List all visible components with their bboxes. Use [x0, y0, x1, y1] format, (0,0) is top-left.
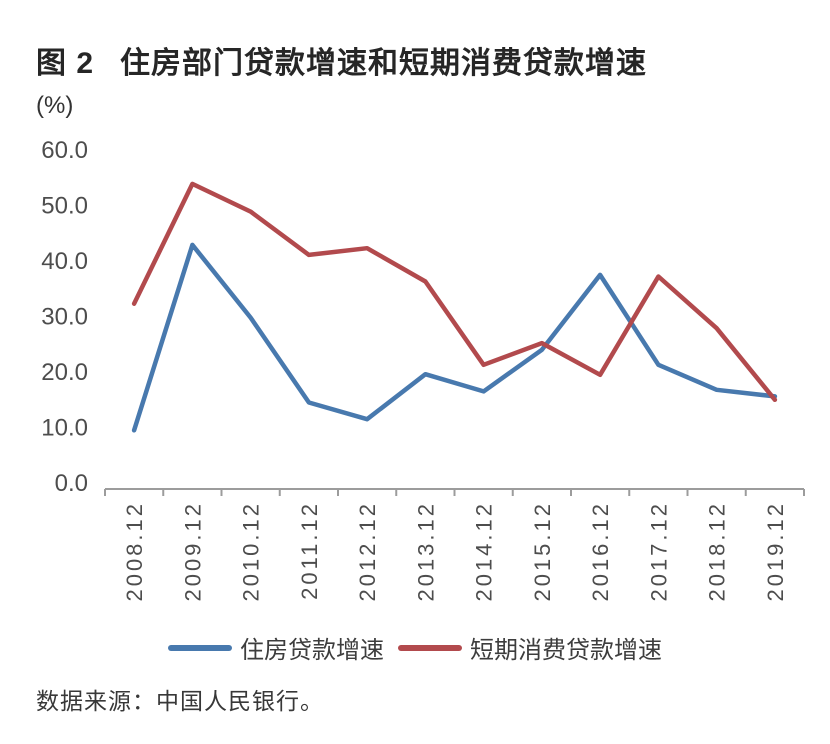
x-tick-label: 2008.12	[122, 501, 147, 602]
x-tick-label: 2011.12	[297, 501, 322, 600]
x-tick-label: 2015.12	[530, 501, 555, 602]
legend-item-consumer: 短期消费贷款增速	[398, 630, 662, 665]
y-tick-label: 50.0	[41, 193, 88, 220]
y-axis-unit-label: (%)	[36, 92, 74, 119]
legend-label-housing: 住房贷款增速	[240, 637, 384, 664]
x-tick-label: 2016.12	[588, 501, 613, 602]
x-tick-label: 2018.12	[705, 501, 730, 602]
y-tick-label: 0.0	[55, 470, 88, 497]
figure-title: 图 2 住房部门贷款增速和短期消费贷款增速	[36, 38, 816, 82]
chart-legend: 住房贷款增速 短期消费贷款增速	[0, 630, 830, 665]
x-tick-label: 2012.12	[355, 501, 380, 602]
y-tick-label: 60.0	[41, 137, 88, 164]
data-source-note: 数据来源：中国人民银行。	[36, 688, 324, 714]
x-tick-label: 2009.12	[180, 501, 205, 602]
y-tick-label: 10.0	[41, 415, 88, 442]
series-line-0	[131, 242, 778, 433]
x-tick-label: 2017.12	[646, 501, 671, 602]
y-tick-label: 40.0	[41, 248, 88, 275]
figure-number: 图 2	[36, 47, 95, 80]
x-tick-label: 2013.12	[413, 501, 438, 602]
x-tick-label: 2014.12	[472, 501, 497, 602]
figure-title-text: 住房部门贷款增速和短期消费贷款增速	[120, 47, 648, 80]
legend-swatch-housing	[168, 644, 232, 651]
x-tick-label: 2010.12	[239, 501, 264, 602]
line-chart: 0.0 10.0 20.0 30.0 40.0 50.0 60.0 2008.12 2009.1…	[41, 137, 805, 602]
series-line-1	[131, 181, 778, 403]
legend-item-housing: 住房贷款增速	[168, 630, 384, 665]
y-tick-label: 30.0	[41, 304, 88, 331]
legend-label-consumer: 短期消费贷款增速	[470, 637, 662, 664]
legend-swatch-consumer	[398, 644, 462, 651]
x-tick-label: 2019.12	[763, 501, 788, 602]
y-tick-label: 20.0	[41, 359, 88, 386]
